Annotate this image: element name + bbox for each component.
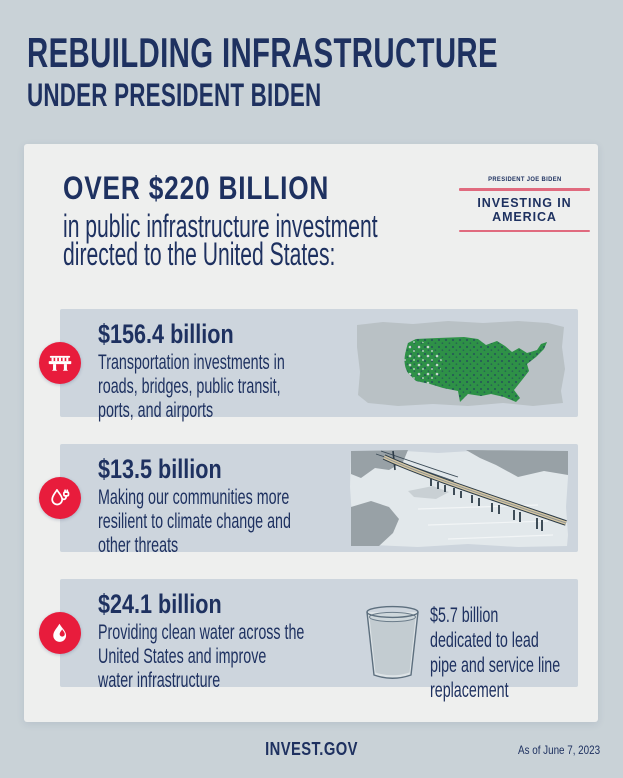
stat-row-clean-water: $24.1 billion Providing clean water acro… xyxy=(39,579,578,702)
stat-amount: $13.5 billion xyxy=(98,454,222,484)
stat-description: Making our communities more resilient to… xyxy=(98,486,291,557)
badge-rule-top xyxy=(459,188,590,191)
investing-in-america-badge: PRESIDENT JOE BIDEN INVESTING IN AMERICA xyxy=(459,168,590,232)
water-drop-plug-icon xyxy=(39,477,81,519)
badge-eyebrow: PRESIDENT JOE BIDEN xyxy=(487,176,562,183)
us-map-illustration xyxy=(353,317,568,409)
footer-as-of-date: As of June 7, 2023 xyxy=(517,743,600,757)
badge-rule-bottom xyxy=(459,229,590,232)
bridge-aerial-illustration xyxy=(348,447,570,550)
stat-description: Providing clean water across the United … xyxy=(98,621,305,692)
badge-title: INVESTING IN AMERICA xyxy=(477,195,572,224)
lead-pipe-callout: $5.7 billion dedicated to lead pipe and … xyxy=(430,604,561,702)
stat-description: Transportation investments in roads, bri… xyxy=(98,351,285,422)
headline-subtext: in public infrastructure investment dire… xyxy=(63,208,378,272)
stat-row-resilience: $13.5 billion Making our communities mor… xyxy=(39,444,578,557)
page-title: REBUILDING INFRASTRUCTURE xyxy=(27,29,498,76)
water-drop-icon xyxy=(39,612,81,654)
page-subtitle: UNDER PRESIDENT BIDEN xyxy=(27,77,322,113)
bridge-icon xyxy=(39,342,81,384)
footer-site-link: INVEST.GOV xyxy=(265,739,358,759)
stat-amount: $24.1 billion xyxy=(98,589,222,619)
headline-total: OVER $220 BILLION xyxy=(63,170,330,206)
glass-of-water-illustration xyxy=(363,604,422,682)
stat-row-transportation: $156.4 billion Transportation investment… xyxy=(39,309,578,422)
stat-amount: $156.4 billion xyxy=(98,319,234,349)
